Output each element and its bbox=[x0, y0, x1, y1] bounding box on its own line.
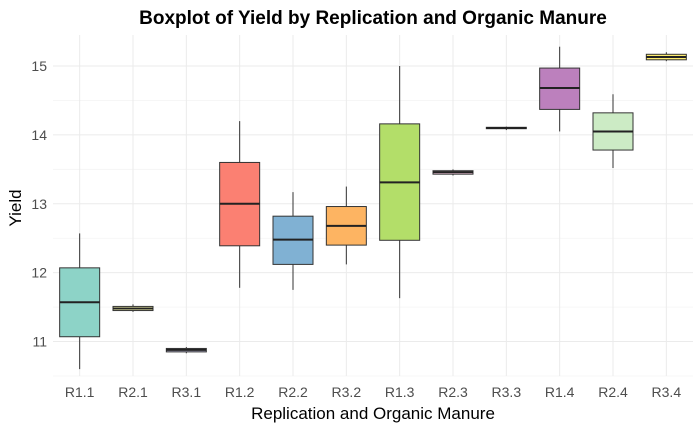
y-axis-ticks: 11 12 13 14 15 bbox=[31, 58, 47, 350]
y-axis-title: Yield bbox=[6, 189, 25, 226]
box-R2.3 bbox=[432, 169, 474, 176]
box-R1.4 bbox=[539, 46, 581, 132]
box-R1.1 bbox=[59, 233, 101, 370]
x-tick-label: R3.3 bbox=[492, 384, 522, 400]
x-tick-label: R3.2 bbox=[332, 384, 362, 400]
x-tick-label: R3.1 bbox=[172, 384, 202, 400]
box-R3.1 bbox=[165, 347, 207, 354]
box-R2.1 bbox=[112, 304, 154, 312]
box-R1.3 bbox=[379, 66, 421, 299]
box-R3.3 bbox=[485, 126, 527, 131]
gridlines bbox=[53, 35, 693, 377]
x-axis-ticks: R1.1 R2.1 R3.1 R1.2 R2.2 R3.2 R1.3 R2.3 R3.3 R1.4… bbox=[65, 384, 681, 400]
y-tick-label: 13 bbox=[31, 196, 47, 212]
box-R3.4 bbox=[645, 52, 687, 62]
x-tick-label: R2.4 bbox=[598, 384, 628, 400]
x-tick-label: R1.1 bbox=[65, 384, 95, 400]
box-R3.2 bbox=[325, 186, 367, 265]
x-tick-label: R1.2 bbox=[225, 384, 255, 400]
box-R2.4 bbox=[592, 94, 634, 168]
box-R2.2 bbox=[272, 192, 314, 290]
x-tick-label: R3.4 bbox=[652, 384, 682, 400]
chart-title: Boxplot of Yield by Replication and Orga… bbox=[139, 8, 607, 29]
x-tick-label: R2.1 bbox=[118, 384, 148, 400]
y-tick-label: 15 bbox=[31, 58, 47, 74]
x-tick-label: R1.3 bbox=[385, 384, 415, 400]
box-R1.2 bbox=[219, 121, 261, 288]
y-tick-label: 14 bbox=[31, 127, 47, 143]
x-axis-title: Replication and Organic Manure bbox=[251, 404, 495, 423]
x-tick-label: R2.2 bbox=[278, 384, 308, 400]
y-tick-label: 12 bbox=[31, 265, 47, 281]
y-tick-label: 11 bbox=[32, 334, 47, 350]
boxes bbox=[59, 46, 687, 370]
x-tick-label: R2.3 bbox=[438, 384, 468, 400]
x-tick-label: R1.4 bbox=[545, 384, 575, 400]
